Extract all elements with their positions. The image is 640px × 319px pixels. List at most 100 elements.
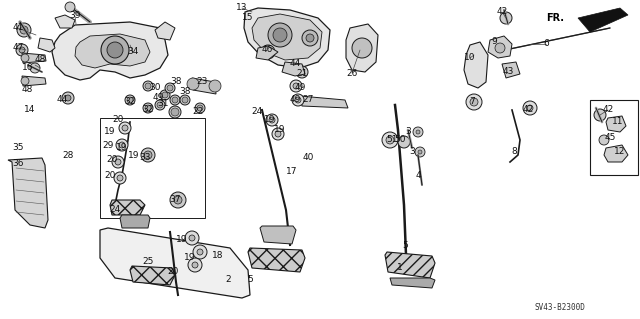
Bar — [100, 118, 205, 218]
Circle shape — [16, 44, 28, 56]
Text: 24: 24 — [252, 108, 262, 116]
Circle shape — [169, 106, 181, 118]
Polygon shape — [38, 38, 55, 52]
Circle shape — [160, 90, 170, 100]
Circle shape — [116, 139, 128, 151]
Circle shape — [172, 97, 178, 103]
Polygon shape — [464, 42, 488, 88]
Circle shape — [268, 23, 292, 47]
Circle shape — [144, 151, 152, 159]
Circle shape — [122, 125, 128, 131]
Text: 35: 35 — [12, 144, 24, 152]
Circle shape — [19, 47, 25, 53]
Polygon shape — [385, 252, 435, 278]
Text: 47: 47 — [12, 43, 24, 53]
Circle shape — [21, 77, 29, 85]
Polygon shape — [192, 78, 216, 94]
Text: 19: 19 — [275, 125, 285, 135]
Circle shape — [162, 92, 168, 98]
Text: 4: 4 — [415, 170, 421, 180]
Circle shape — [495, 43, 505, 53]
Text: SV43-B2300D: SV43-B2300D — [534, 303, 586, 313]
Polygon shape — [282, 62, 305, 76]
Text: 32: 32 — [142, 106, 154, 115]
Circle shape — [117, 175, 123, 181]
Text: 32: 32 — [124, 98, 136, 107]
Circle shape — [65, 2, 75, 12]
Polygon shape — [260, 226, 296, 244]
Circle shape — [415, 147, 425, 157]
Text: 13: 13 — [236, 4, 248, 12]
Text: 9: 9 — [491, 38, 497, 47]
Text: 15: 15 — [243, 13, 253, 23]
Text: 12: 12 — [614, 147, 626, 157]
Circle shape — [182, 97, 188, 103]
Text: 42: 42 — [602, 106, 614, 115]
Text: 20: 20 — [106, 155, 118, 165]
Text: 1: 1 — [397, 263, 403, 272]
Polygon shape — [110, 200, 145, 215]
Text: FR.: FR. — [546, 13, 564, 23]
Polygon shape — [100, 228, 250, 298]
Text: 19: 19 — [184, 254, 196, 263]
Polygon shape — [75, 34, 150, 68]
Circle shape — [275, 131, 281, 137]
Text: 25: 25 — [142, 257, 154, 266]
Circle shape — [119, 122, 131, 134]
Text: 7: 7 — [469, 98, 475, 107]
Polygon shape — [606, 116, 626, 132]
Circle shape — [266, 114, 278, 126]
Text: 48: 48 — [21, 85, 33, 94]
Text: 30: 30 — [149, 84, 161, 93]
Circle shape — [192, 262, 198, 268]
Circle shape — [416, 130, 420, 134]
Text: 19: 19 — [104, 128, 116, 137]
Text: 42: 42 — [522, 106, 534, 115]
Circle shape — [500, 12, 512, 24]
Circle shape — [65, 95, 71, 101]
Polygon shape — [120, 215, 150, 228]
Circle shape — [413, 127, 423, 137]
Circle shape — [185, 231, 199, 245]
Polygon shape — [502, 62, 520, 78]
Circle shape — [193, 245, 207, 259]
Text: 24: 24 — [109, 205, 120, 214]
Circle shape — [269, 117, 275, 123]
Circle shape — [382, 132, 398, 148]
Text: 14: 14 — [24, 106, 36, 115]
Polygon shape — [155, 22, 175, 40]
Circle shape — [197, 249, 203, 255]
Circle shape — [272, 128, 284, 140]
Text: 3: 3 — [405, 128, 411, 137]
Polygon shape — [8, 158, 48, 228]
Circle shape — [145, 83, 151, 89]
Bar — [590, 100, 638, 175]
Text: 5: 5 — [402, 241, 408, 249]
Circle shape — [127, 97, 133, 103]
Polygon shape — [256, 46, 278, 60]
Text: 36: 36 — [12, 160, 24, 168]
Text: 37: 37 — [169, 196, 180, 204]
Text: 49: 49 — [294, 83, 306, 92]
Circle shape — [143, 103, 153, 113]
Text: 38: 38 — [179, 87, 191, 97]
Circle shape — [273, 28, 287, 42]
Circle shape — [302, 30, 318, 46]
Text: 27: 27 — [302, 95, 314, 105]
Polygon shape — [248, 248, 305, 272]
Circle shape — [386, 136, 394, 144]
Text: 31: 31 — [157, 100, 169, 108]
Circle shape — [115, 159, 121, 165]
Text: 26: 26 — [346, 69, 358, 78]
Text: 19: 19 — [116, 143, 128, 152]
Polygon shape — [488, 36, 512, 58]
Text: 20: 20 — [104, 170, 116, 180]
Text: 10: 10 — [464, 54, 476, 63]
Text: 44: 44 — [56, 95, 68, 105]
Polygon shape — [578, 8, 628, 32]
Polygon shape — [22, 76, 46, 86]
Text: 51: 51 — [387, 136, 397, 145]
Circle shape — [30, 63, 40, 73]
Circle shape — [62, 92, 74, 104]
Polygon shape — [604, 145, 628, 162]
